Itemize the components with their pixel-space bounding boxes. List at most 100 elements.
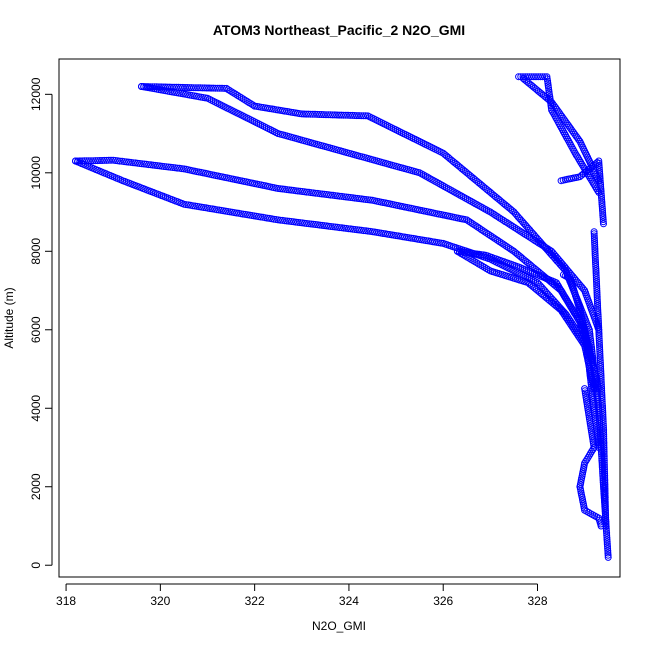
data-point [344,225,352,233]
data-point [595,159,603,167]
data-point [179,83,187,91]
data-point [335,111,343,119]
data-point [594,439,602,447]
data-point [586,369,594,377]
data-point [598,205,606,213]
data-point [89,157,97,165]
data-point [544,79,552,87]
data-point [587,376,595,384]
data-point [527,234,535,242]
data-point [596,348,604,356]
data-point [598,398,606,406]
data-point [598,385,606,393]
data-point [494,213,502,221]
data-point [602,520,610,528]
data-point [601,476,609,484]
data-point [185,84,193,92]
data-point [346,111,354,119]
data-point [597,181,605,189]
data-point [320,111,328,119]
data-point [554,281,561,289]
data-point [232,90,240,98]
data-point [597,367,605,375]
data-point [123,158,130,166]
data-point [595,324,603,332]
x-axis: 318 320 322 324 326 328 [56,583,548,608]
data-point [318,190,326,198]
data-point [600,448,608,456]
data-point [162,163,170,171]
data-point [515,73,523,81]
data-point [590,234,598,242]
data-point [593,278,600,286]
data-point [587,175,595,183]
data-point [601,472,609,480]
data-point [593,287,601,294]
data-point [138,160,146,168]
data-point [563,273,571,281]
data-point [103,156,111,164]
data-point [302,110,310,118]
data-point [593,291,601,299]
data-point [181,84,189,91]
data-point [359,112,367,120]
data-point [212,84,219,92]
data-point [596,420,604,427]
data-point [599,207,606,215]
x-tick-label: 318 [56,594,76,608]
data-point [167,163,175,171]
data-point [600,454,608,462]
data-point [601,492,609,499]
data-point [598,194,605,202]
data-point [598,203,606,210]
data-point [597,376,605,384]
data-point [486,208,494,216]
data-point [566,319,574,327]
data-point [572,329,580,336]
data-point [597,183,605,191]
data-point [170,83,178,91]
data-point [596,343,604,351]
data-point [597,361,604,369]
data-point [597,372,605,380]
data-point [597,187,605,195]
data-point [596,356,604,364]
data-point [595,166,603,174]
data-point [572,151,580,159]
y-tick-label: 12000 [29,77,43,111]
series-segment-1 [138,83,612,561]
data-point [598,198,606,206]
data-point [596,179,604,187]
data-point [503,219,511,227]
data-point [597,185,605,193]
data-point [492,212,500,220]
data-point [591,239,599,247]
data-point [524,232,531,240]
series-segment-13 [581,326,603,451]
data-point [324,111,332,119]
data-point [591,241,599,249]
data-point [344,193,352,201]
y-tick-label: 6000 [29,316,43,343]
data-point [599,413,607,421]
data-point [602,511,610,519]
data-point [599,472,607,480]
data-point [529,235,537,243]
data-point [100,156,108,164]
series-segment-2 [138,83,603,334]
data-point [522,231,530,239]
data-point [505,220,513,228]
y-tick-label: 4000 [29,395,43,422]
data-point [592,258,599,266]
data-point [593,280,601,288]
data-point [241,96,249,104]
data-point [600,463,608,471]
data-point [600,457,608,465]
data-point [599,216,607,223]
data-point [188,84,195,92]
data-point [514,226,522,234]
data-point [591,245,599,253]
data-point [595,164,603,171]
data-point [603,540,611,548]
data-point [516,227,524,235]
